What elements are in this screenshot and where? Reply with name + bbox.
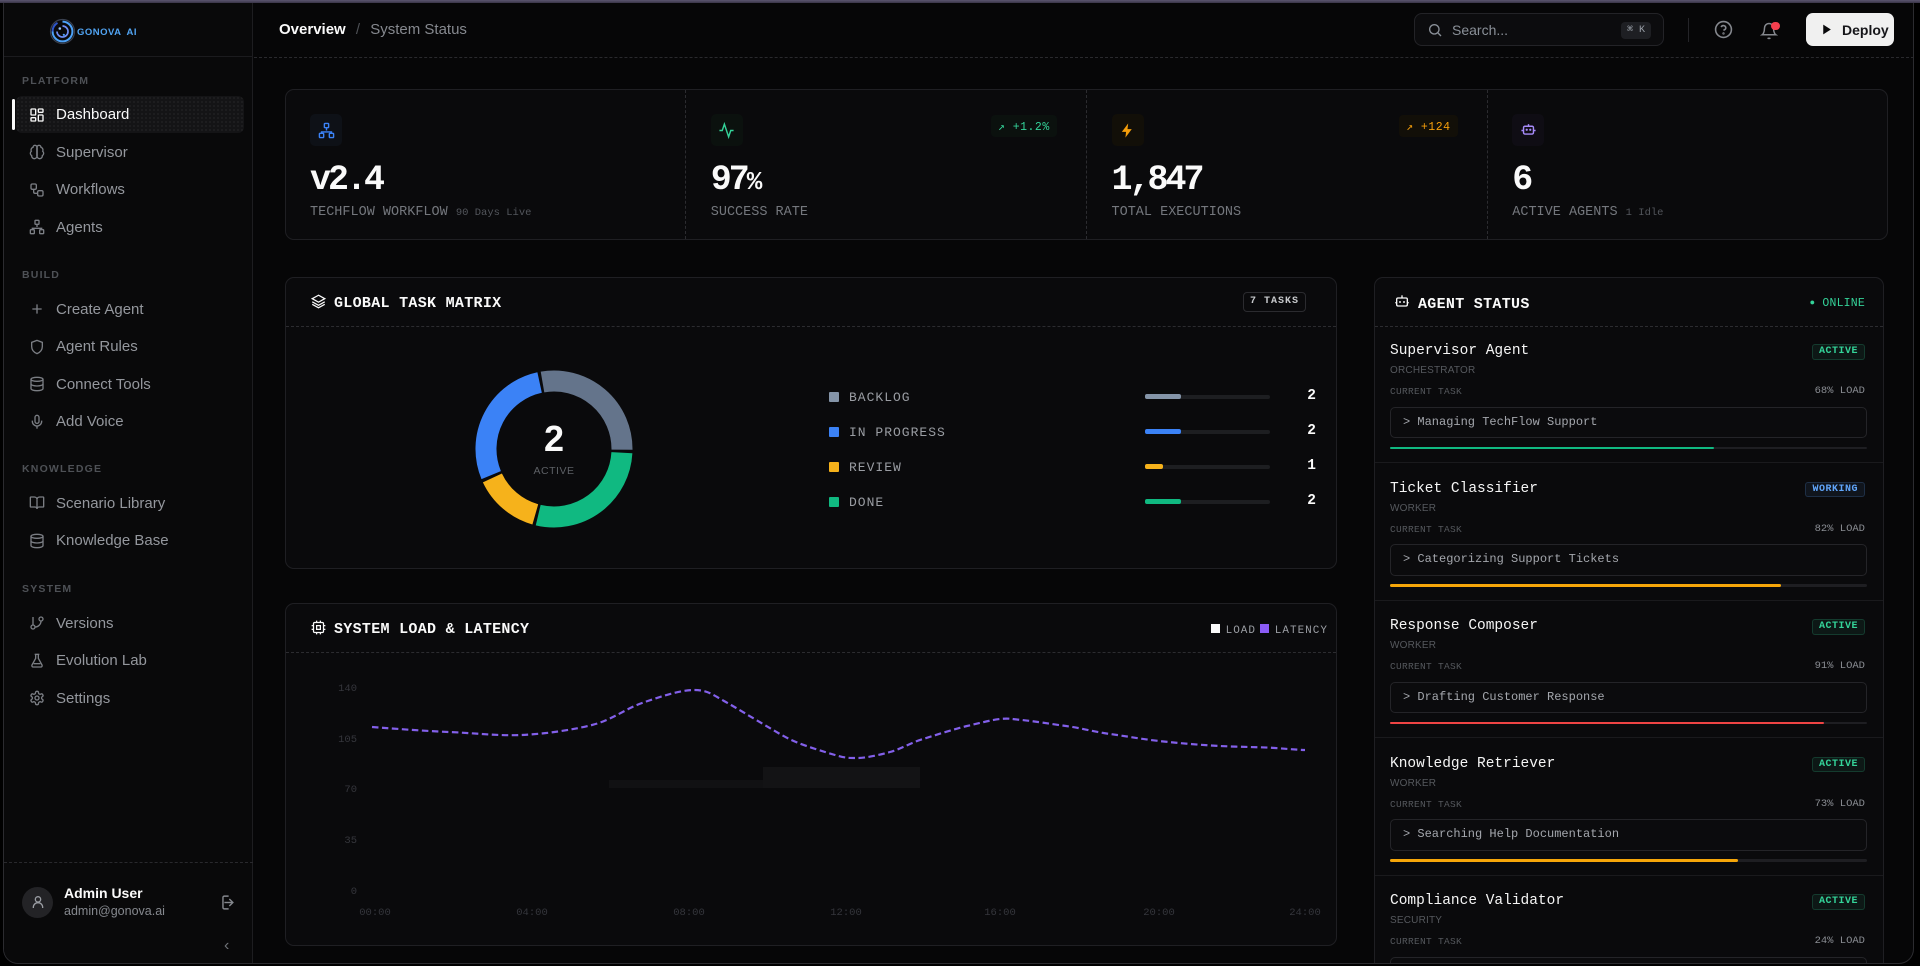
svg-text:70: 70 — [344, 784, 357, 796]
svg-text:0: 0 — [351, 886, 357, 898]
svg-text:04:00: 04:00 — [516, 907, 548, 919]
svg-text:12:00: 12:00 — [830, 907, 862, 919]
svg-text:105: 105 — [338, 734, 357, 746]
svg-text:140: 140 — [338, 683, 357, 695]
svg-text:20:00: 20:00 — [1143, 907, 1175, 919]
svg-text:00:00: 00:00 — [359, 907, 391, 919]
svg-text:08:00: 08:00 — [673, 907, 705, 919]
svg-text:24:00: 24:00 — [1289, 907, 1321, 919]
svg-text:16:00: 16:00 — [984, 907, 1016, 919]
svg-text:35: 35 — [344, 835, 357, 847]
